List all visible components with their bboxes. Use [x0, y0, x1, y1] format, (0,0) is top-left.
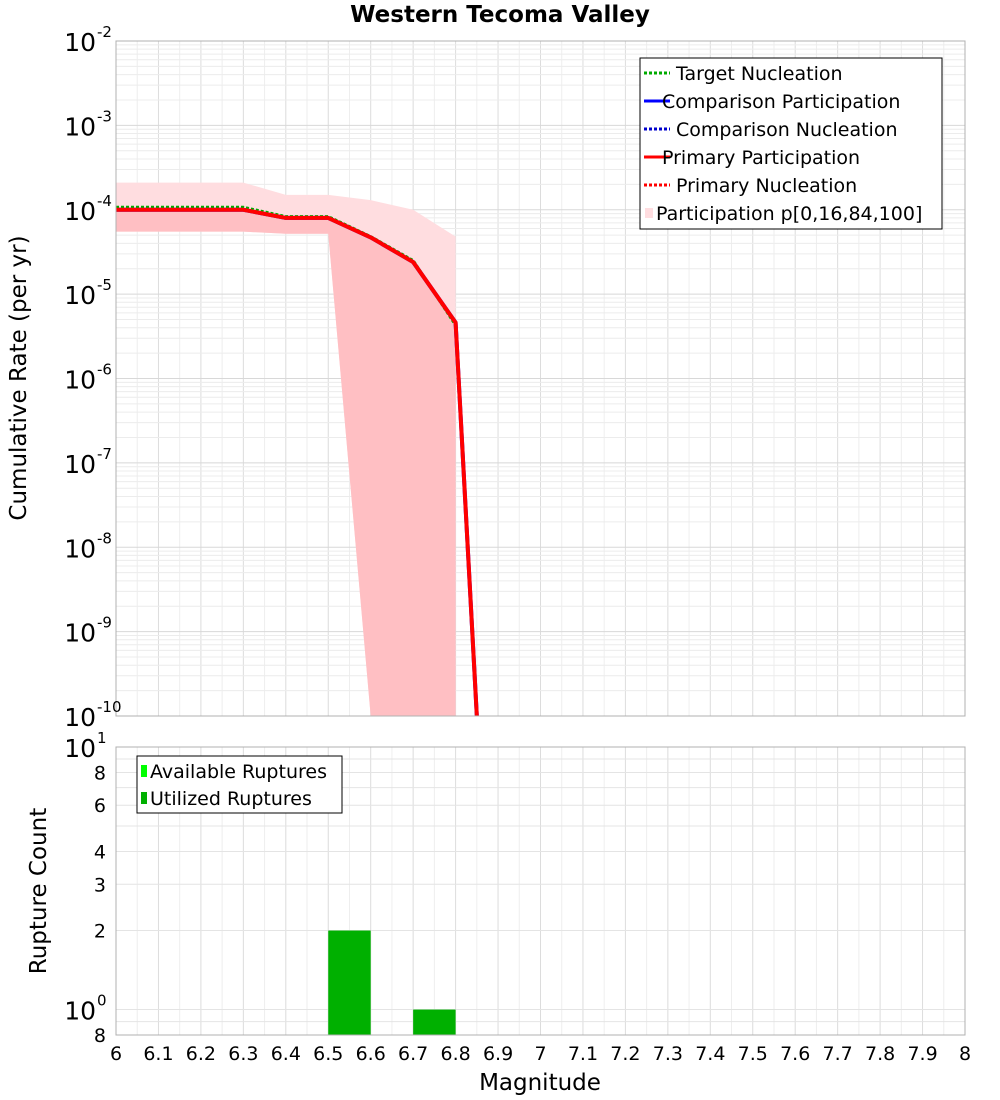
top-y-tick-label: 10	[64, 281, 96, 310]
x-tick-label: 8	[959, 1043, 971, 1065]
x-tick-label: 7	[534, 1043, 546, 1065]
bottom-y-tick-label: 6	[94, 795, 106, 817]
bottom-legend-label: Utilized Ruptures	[150, 788, 312, 810]
top-y-tick-exponent: -6	[97, 361, 112, 379]
bar-1-0	[328, 930, 371, 1035]
bottom-y-axis-title: Rupture Count	[26, 808, 52, 974]
top-y-tick-label: 10	[64, 197, 96, 226]
top-y-tick-exponent: -10	[97, 698, 122, 716]
top-legend-label: Comparison Participation	[662, 91, 900, 113]
top-y-tick-exponent: -8	[97, 529, 112, 547]
bottom-legend-box	[136, 755, 343, 814]
top-legend-label: Primary Nucleation	[676, 175, 857, 197]
x-tick-label: 6.8	[440, 1043, 470, 1065]
x-tick-label: 7.6	[780, 1043, 810, 1065]
top-legend-label: Participation p[0,16,84,100]	[656, 203, 922, 225]
top-legend: Target Nucleation Comparison Participatio…	[639, 57, 943, 230]
x-tick-label: 7.1	[568, 1043, 598, 1065]
top-y-tick-label: 10	[64, 366, 96, 395]
top-y-tick-label: 10	[64, 619, 96, 648]
top-y-tick-exponent: -4	[97, 192, 112, 210]
top-series	[116, 205, 479, 717]
x-tick-label: 7.5	[738, 1043, 768, 1065]
top-y-tick-exponent: -7	[97, 445, 112, 463]
band-1	[116, 207, 456, 716]
top-legend-label: Target Nucleation	[675, 63, 843, 85]
x-tick-label: 6.4	[271, 1043, 301, 1065]
top-y-tick-exponent: -5	[97, 276, 112, 294]
x-tick-label: 6.9	[483, 1043, 513, 1065]
top-grid	[115, 41, 966, 717]
x-tick-label: 6	[110, 1043, 122, 1065]
top-y-tick-label: 10	[64, 703, 96, 732]
top-legend-label: Comparison Nucleation	[676, 119, 898, 141]
bottom-bars	[328, 930, 456, 1035]
x-axis-title: Magnitude	[479, 1070, 601, 1096]
bottom-legend-swatch	[141, 792, 147, 804]
x-tick-label: 6.7	[398, 1043, 428, 1065]
x-ticks: 6 6.1 6.2 6.3 6.4 6.5 6.6 6.7 6.8 6.9 7 7.1 7.2 7.3 7.…	[110, 1043, 971, 1065]
bottom-y-tick-exponent: 0	[97, 992, 107, 1010]
top-legend-box	[639, 57, 943, 230]
x-tick-label: 7.4	[695, 1043, 725, 1065]
bottom-y-tick-label: 2	[94, 921, 106, 943]
bottom-y-tick-label: 10	[64, 734, 96, 763]
x-tick-label: 7.7	[823, 1043, 853, 1065]
top-y-axis-title: Cumulative Rate (per yr)	[6, 235, 32, 520]
x-tick-label: 7.3	[653, 1043, 683, 1065]
top-y-tick-label: 10	[64, 450, 96, 479]
x-tick-label: 7.9	[907, 1043, 937, 1065]
x-tick-label: 6.2	[186, 1043, 216, 1065]
x-tick-label: 6.3	[228, 1043, 258, 1065]
bar-1-1	[413, 1009, 456, 1035]
bottom-y-tick-label: 4	[94, 841, 106, 863]
top-y-tick-exponent: -2	[97, 23, 112, 41]
top-y-tick-label: 10	[64, 534, 96, 563]
series-line-4	[116, 208, 479, 717]
bottom-y-tick-label: 3	[94, 874, 106, 896]
bottom-y-tick-label: 8	[94, 1025, 106, 1047]
top-y-tick-label: 10	[64, 28, 96, 57]
x-tick-label: 6.5	[313, 1043, 343, 1065]
bottom-legend-label: Available Ruptures	[150, 761, 327, 783]
bottom-legend: Available Ruptures Utilized Ruptures	[136, 755, 343, 814]
top-legend-label: Primary Participation	[662, 147, 860, 169]
bottom-plot-frame	[115, 746, 966, 1036]
bottom-legend-swatch	[141, 765, 147, 777]
top-y-tick-exponent: -3	[97, 107, 112, 125]
top-plot-frame	[115, 40, 966, 717]
top-bands	[116, 182, 456, 716]
bottom-y-tick-exponent: 1	[97, 729, 107, 747]
x-tick-label: 6.1	[143, 1043, 173, 1065]
top-y-tick-exponent: -9	[97, 614, 112, 632]
x-tick-label: 7.2	[610, 1043, 640, 1065]
x-tick-label: 6.6	[356, 1043, 386, 1065]
bottom-y-tick-label: 10	[64, 997, 96, 1026]
bottom-y-tick-label: 8	[94, 762, 106, 784]
top-legend-band-swatch	[645, 208, 653, 218]
x-tick-label: 7.8	[865, 1043, 895, 1065]
top-y-tick-label: 10	[64, 112, 96, 141]
chart-title: Western Tecoma Valley	[350, 2, 650, 28]
